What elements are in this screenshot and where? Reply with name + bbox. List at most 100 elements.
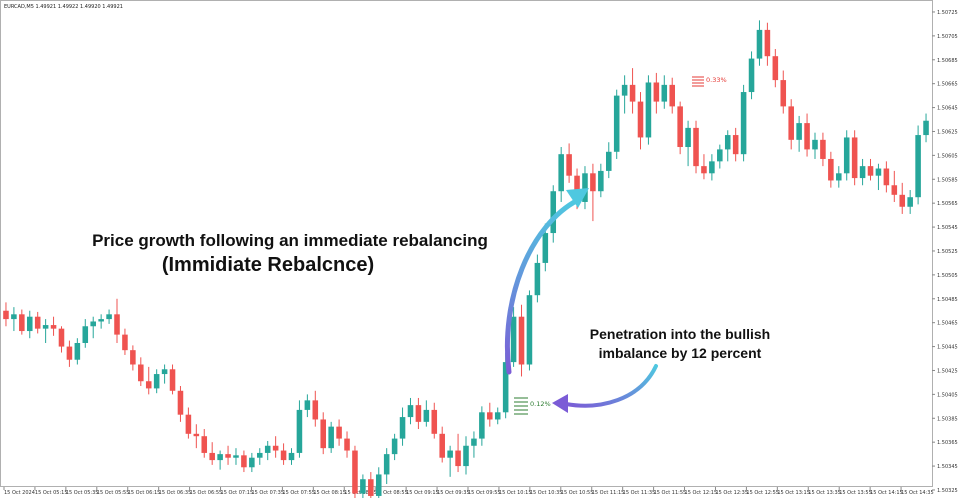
x-tick-label: 15 Oct 09:15 — [406, 490, 439, 496]
candle — [780, 70, 787, 114]
candle-body-bull — [98, 319, 104, 322]
y-tick-label: 1.50365 — [937, 440, 958, 446]
candle-body-bull — [709, 161, 715, 174]
candle — [19, 309, 25, 335]
candle-body-bull — [534, 262, 541, 296]
candle — [209, 442, 215, 465]
candle — [241, 450, 247, 473]
y-tick-label: 1.50485 — [937, 297, 958, 303]
candle-body-bull — [843, 137, 850, 174]
candle-body-bear — [272, 445, 279, 451]
symbol-line: EURCAD,M5 1.49921 1.49922 1.49920 1.4992… — [4, 4, 123, 10]
candle-body-bear — [772, 56, 779, 81]
candle-body-bear — [431, 409, 438, 434]
x-tick-label: 15 Oct 14:15 — [870, 490, 903, 496]
candle-body-bull — [479, 412, 485, 439]
candle — [550, 185, 557, 243]
y-tick-label: 1.50445 — [937, 345, 958, 351]
candle-body-bear — [312, 400, 319, 420]
candle-body-bull — [106, 314, 112, 320]
x-tick-label: 15 Oct 10:15 — [499, 490, 532, 496]
x-tick-label: 15 Oct 08:15 — [313, 490, 346, 496]
candle-body-bear — [653, 82, 660, 102]
candle — [177, 386, 184, 422]
candle-body-bear — [629, 84, 636, 102]
candle — [153, 369, 160, 394]
y-tick-label: 1.50405 — [937, 392, 958, 398]
candle-body-bear — [804, 123, 810, 150]
candle-body-bull — [304, 400, 311, 410]
candle-body-bear — [19, 314, 25, 332]
candle — [724, 130, 731, 162]
candle-body-bull — [510, 316, 517, 363]
pct-high-label: 0.33% — [706, 76, 727, 84]
candle-body-bull — [502, 362, 509, 413]
candle — [11, 307, 17, 332]
x-tick-label: 15 Oct 07:15 — [221, 490, 254, 496]
candle — [709, 154, 715, 181]
x-tick-label: 15 Oct 05:35 — [66, 490, 99, 496]
candle — [161, 364, 168, 384]
candle — [264, 440, 271, 461]
candle — [883, 161, 890, 193]
candle — [74, 338, 81, 365]
y-tick-label: 1.50705 — [937, 34, 958, 40]
main-annotation-line1: Price growth following an immediate reba… — [92, 231, 488, 250]
candle-body-bull — [153, 374, 160, 389]
candle-body-bull — [375, 474, 382, 496]
candle — [820, 132, 826, 167]
x-tick-label: 15 Oct 07:55 — [282, 490, 315, 496]
candle — [50, 316, 57, 336]
candle-body-bull — [756, 29, 763, 59]
candle-body-bull — [582, 173, 588, 202]
candle — [510, 307, 517, 367]
candle-body-bear — [867, 166, 874, 176]
candle-body-bear — [241, 455, 247, 468]
candle — [257, 448, 263, 465]
side-annotation-line2: imbalance by 12 percent — [599, 345, 762, 361]
candle-body-bull — [407, 405, 414, 418]
penetration-arrow — [564, 364, 658, 408]
candle-body-bull — [875, 168, 882, 176]
candle-body-bull — [558, 154, 564, 192]
candle-body-bear — [677, 106, 683, 148]
candle — [185, 407, 192, 439]
candle — [518, 304, 525, 377]
candle — [233, 448, 239, 465]
candle-body-bull — [423, 409, 430, 422]
candle — [423, 400, 430, 427]
candle — [431, 402, 438, 439]
candle-body-bull — [391, 438, 398, 455]
candle — [653, 72, 660, 114]
x-tick-label: 15 Oct 14:35 — [901, 490, 934, 496]
candle-body-bull — [233, 455, 239, 458]
candle — [923, 113, 929, 143]
main-annotation-line2: (Immidiate Rebalcnce) — [162, 254, 374, 276]
candle-body-bear — [828, 158, 834, 181]
candle — [336, 419, 342, 446]
candle — [693, 120, 699, 174]
candle — [796, 115, 802, 152]
y-tick-label: 1.50385 — [937, 416, 958, 422]
candle-body-bull — [812, 139, 818, 150]
candle — [106, 309, 112, 324]
x-tick-label: 15 Oct 06:35 — [159, 490, 192, 496]
candle-body-bear — [66, 346, 73, 360]
candle-body-bull — [796, 123, 802, 140]
candle-body-bull — [82, 326, 89, 343]
candle — [34, 311, 41, 334]
candle-body-bear — [320, 419, 327, 449]
x-tick-label: 15 Oct 05:15 — [35, 490, 68, 496]
candle-body-bear — [780, 80, 787, 107]
candle-body-bull — [90, 321, 96, 327]
candle — [685, 120, 691, 167]
candle-body-bull — [645, 82, 652, 138]
low-level-marker — [514, 397, 528, 415]
x-tick-label: 15 Oct 13:35 — [808, 490, 841, 496]
candle — [828, 151, 834, 188]
candle-body-bear — [145, 381, 152, 389]
candle-body-bear — [883, 168, 890, 186]
candle — [114, 298, 120, 343]
candle — [494, 407, 501, 425]
candle-body-bear — [336, 426, 342, 439]
